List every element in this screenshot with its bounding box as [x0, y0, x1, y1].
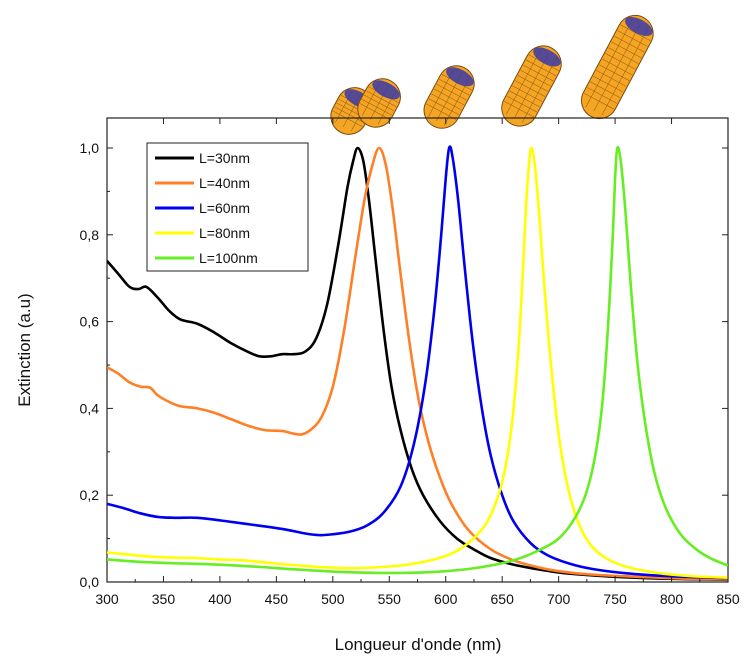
series-line-3 [107, 145, 728, 580]
legend-label: L=40nm [199, 175, 250, 191]
x-axis-label: Longueur d'onde (nm) [335, 635, 502, 654]
rod-mesh-line [593, 22, 642, 112]
series-line-1 [107, 146, 728, 582]
rod-end-cap [372, 80, 400, 100]
series-line-5 [107, 146, 728, 575]
legend-label: L=80nm [199, 225, 250, 241]
x-tick-label: 750 [603, 591, 627, 607]
rod-100nm [580, 14, 654, 120]
x-tick-label: 700 [547, 591, 571, 607]
legend-label: L=60nm [199, 200, 250, 216]
rod-80nm [501, 45, 562, 127]
x-tick-label: 450 [265, 591, 289, 607]
y-tick-label: 1,0 [80, 140, 100, 156]
rod-mesh-line [505, 48, 542, 115]
rod-end-cap [533, 47, 561, 67]
legend-label: L=30nm [199, 150, 250, 166]
rod-mesh-line [513, 53, 550, 119]
rod-60nm [423, 65, 475, 129]
x-tick-label: 350 [152, 591, 176, 607]
y-tick-label: 0,6 [80, 314, 100, 330]
rod-40nm [357, 78, 401, 128]
y-tick-label: 0,8 [80, 227, 100, 243]
rod-end-cap [625, 16, 653, 36]
x-tick-label: 400 [208, 591, 232, 607]
series-layer [107, 145, 728, 582]
y-axis: 0,0 0,2 0,4 0,6 0,8 1,0 [80, 140, 728, 590]
legend: L=30nm L=40nm L=60nm L=80nm L=100nm [146, 142, 309, 272]
y-axis-label: Extinction (a.u) [15, 293, 34, 406]
x-tick-label: 550 [378, 591, 402, 607]
rod-mesh-line [521, 57, 558, 124]
nanorod-illustrations [330, 14, 654, 135]
x-tick-label: 500 [321, 591, 345, 607]
x-tick-label: 800 [660, 591, 684, 607]
x-tick-label: 650 [491, 591, 515, 607]
series-line-2 [107, 146, 728, 581]
y-tick-label: 0,0 [80, 574, 100, 590]
x-tick-label: 600 [434, 591, 458, 607]
y-tick-label: 0,4 [80, 400, 100, 416]
series-line-4 [107, 146, 728, 579]
rod-mesh-line [585, 18, 634, 108]
rod-mesh-line [601, 26, 649, 116]
x-tick-label: 850 [716, 591, 740, 607]
x-axis: 300 350 400 450 500 550 600 650 700 750 800 850 [95, 118, 740, 607]
y-tick-label: 0,2 [80, 487, 100, 503]
rod-end-cap [446, 67, 474, 87]
x-tick-label: 300 [95, 591, 119, 607]
legend-label: L=100nm [199, 250, 258, 266]
